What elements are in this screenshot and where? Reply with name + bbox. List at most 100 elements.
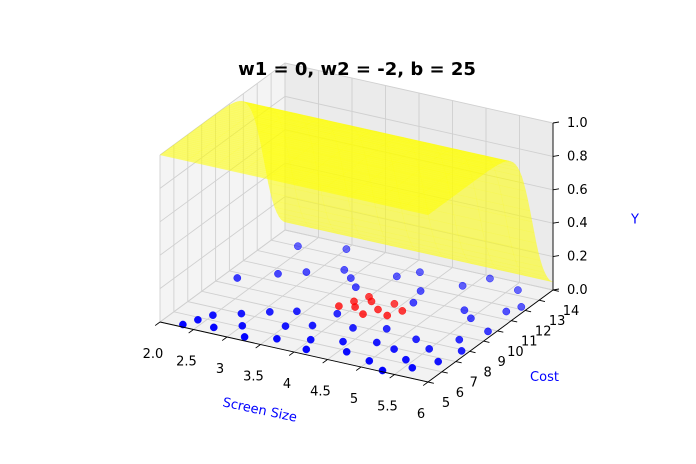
surface-cell xyxy=(513,254,543,268)
surface-cell xyxy=(501,194,531,212)
surface-cell xyxy=(471,157,502,165)
z-tick-label: 0.6 xyxy=(567,183,588,198)
surface-cell xyxy=(503,204,533,222)
blue-point xyxy=(340,266,349,274)
surface-cell xyxy=(425,188,456,197)
red-point xyxy=(335,302,343,310)
axis-lines xyxy=(154,121,560,386)
y-tick-mark xyxy=(441,371,448,374)
blue-point xyxy=(425,345,434,353)
grid-line-z xyxy=(159,62,554,156)
red-point xyxy=(359,310,367,318)
red-point xyxy=(365,292,373,301)
red-point xyxy=(398,307,407,315)
y-tick-label: 13 xyxy=(549,314,566,329)
y-axis-label: Cost xyxy=(530,370,559,385)
z-tick-mark xyxy=(552,121,560,124)
y-tick-label: 6 xyxy=(456,386,464,401)
blue-point xyxy=(333,309,342,318)
blue-point xyxy=(302,268,311,276)
z-tick-label: 0.2 xyxy=(567,250,588,265)
surface-cell xyxy=(492,164,523,177)
x-tick-label: 2.0 xyxy=(143,347,164,362)
surface-cell xyxy=(434,182,464,191)
x-tick-mark xyxy=(355,366,362,371)
y-tick-label: 12 xyxy=(535,324,552,339)
x-tick-mark xyxy=(322,359,328,364)
y-tick-label: 7 xyxy=(470,376,478,391)
x-tick-label: 4 xyxy=(283,377,291,392)
red-point xyxy=(383,311,392,320)
z-tick-mark xyxy=(552,255,560,258)
x-tick-label: 6 xyxy=(417,407,425,422)
x-tick-label: 3.5 xyxy=(243,370,264,385)
z-tick-mark xyxy=(552,154,560,157)
y-tick-label: 10 xyxy=(507,345,524,360)
blue-point xyxy=(460,306,469,315)
data-points xyxy=(179,242,526,375)
blue-point xyxy=(434,357,443,366)
blue-point xyxy=(302,345,311,354)
red-point xyxy=(374,305,382,314)
surface-cell xyxy=(423,190,454,199)
decision-surface xyxy=(159,100,554,283)
blue-point xyxy=(294,242,302,251)
surface-cell xyxy=(505,215,535,233)
blue-point xyxy=(457,347,466,355)
blue-point xyxy=(293,307,301,316)
blue-point xyxy=(351,283,360,292)
blue-point xyxy=(455,335,464,344)
z-tick-mark xyxy=(552,288,560,291)
y-tick-label: 14 xyxy=(563,304,580,319)
y-tick-mark xyxy=(525,310,532,313)
surface-cell xyxy=(511,246,541,261)
y-tick-mark xyxy=(427,381,434,384)
surface-cell xyxy=(496,176,527,192)
x-tick-mark xyxy=(255,344,261,349)
surface-cell xyxy=(507,226,537,244)
grid-line-z xyxy=(159,229,554,323)
blue-point xyxy=(240,333,249,341)
surface-cell xyxy=(515,260,545,273)
red-point xyxy=(390,299,399,308)
x-tick-mark xyxy=(221,336,228,341)
x-tick-mark xyxy=(154,321,161,326)
blue-point xyxy=(339,337,347,346)
surface-cell xyxy=(494,170,525,184)
y-tick-label: 5 xyxy=(442,396,450,411)
surface-cell xyxy=(450,170,481,179)
chart-title: w1 = 0, w2 = -2, b = 25 xyxy=(238,59,476,80)
blue-point xyxy=(238,321,247,330)
blue-point xyxy=(409,298,418,307)
blue-point xyxy=(390,345,398,353)
x-tick-mark xyxy=(389,374,395,379)
y-tick-mark xyxy=(483,340,490,343)
blue-point xyxy=(365,357,374,365)
tick-labels: 2.0 2.5 3 3.5 4 4.5 5 5.5 65678910111213140.00.2… xyxy=(143,116,588,422)
blue-point xyxy=(233,274,242,282)
surface-cell xyxy=(473,156,504,164)
y-tick-mark xyxy=(539,299,546,302)
z-tick-label: 0.8 xyxy=(567,149,588,164)
x-tick-mark xyxy=(288,351,295,356)
blue-point xyxy=(281,322,290,330)
blue-point xyxy=(382,324,391,333)
blue-point xyxy=(412,335,420,344)
surface-cell xyxy=(509,236,539,253)
blue-point xyxy=(209,311,217,320)
x-tick-mark xyxy=(188,329,194,334)
blue-point xyxy=(467,314,475,323)
surface-cell xyxy=(413,198,443,206)
z-tick-label: 0.0 xyxy=(567,283,588,298)
z-axis-label: Y xyxy=(630,213,639,228)
x-tick-label: 4.5 xyxy=(310,385,331,400)
x-tick-label: 2.5 xyxy=(176,355,197,370)
surface-cell xyxy=(400,207,431,216)
y-tick-label: 11 xyxy=(521,335,538,350)
surface-cell xyxy=(448,172,479,180)
surface-cell xyxy=(409,201,439,210)
x-tick-label: 5 xyxy=(350,392,358,407)
blue-point xyxy=(265,308,274,316)
z-tick-mark xyxy=(552,188,560,191)
